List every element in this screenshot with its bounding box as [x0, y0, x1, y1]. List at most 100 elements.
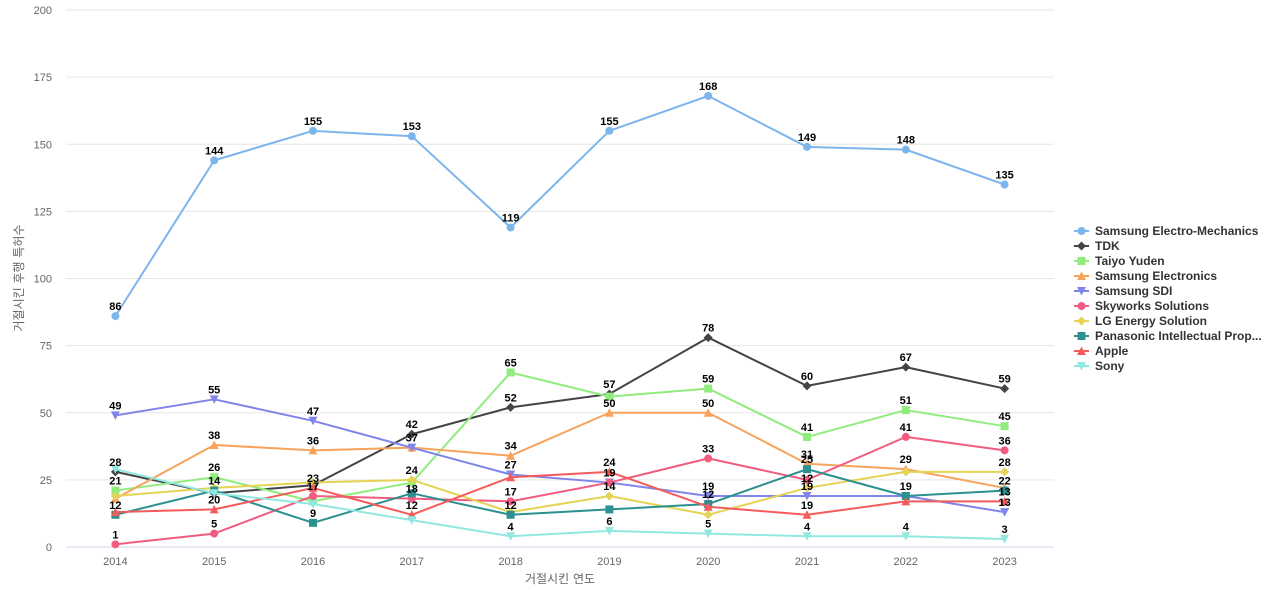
data-label: 19: [801, 500, 813, 512]
x-tick-label: 2016: [301, 556, 325, 568]
series-point: [1000, 422, 1009, 431]
y-tick-label: 0: [46, 542, 52, 554]
data-label: 37: [406, 433, 418, 445]
series-point: [1000, 496, 1010, 506]
series-point: [506, 451, 516, 460]
data-label: 5: [211, 519, 217, 531]
series-line: [114, 411, 1005, 500]
data-label: 34: [504, 441, 517, 453]
series-point: [407, 429, 417, 439]
series-point: [210, 529, 219, 538]
legend-item[interactable]: Taiyo Yuden: [1074, 254, 1165, 268]
data-label: 26: [208, 462, 220, 474]
y-tick-label: 150: [34, 139, 52, 151]
y-tick-label: 50: [40, 408, 52, 420]
data-label: 155: [600, 116, 618, 128]
legend-item[interactable]: Panasonic Intellectual Prop...: [1074, 329, 1262, 343]
x-tick-label: 2014: [103, 556, 127, 568]
series-0: [111, 91, 1009, 321]
series-point: [209, 489, 219, 498]
series-point: [111, 486, 120, 495]
series-point: [210, 156, 219, 165]
series-group: [110, 91, 1010, 549]
legend-marker: [1077, 332, 1086, 340]
series-point: [308, 483, 318, 492]
series-point: [1000, 508, 1010, 517]
series-1: [110, 333, 1010, 498]
data-label: 1: [112, 529, 118, 541]
series-line: [115, 336, 1005, 495]
series-point: [703, 502, 713, 511]
data-label: 12: [109, 500, 121, 512]
legend-marker: [1077, 271, 1086, 280]
x-tick-label: 2020: [696, 556, 720, 568]
series-point: [209, 504, 219, 514]
legend-item[interactable]: LG Energy Solution: [1074, 314, 1207, 328]
series-point: [604, 491, 614, 501]
legend-item[interactable]: Samsung Electro-Mechanics: [1074, 224, 1259, 238]
series-point: [110, 491, 120, 501]
legend-item[interactable]: Skyworks Solutions: [1074, 299, 1209, 313]
series-point: [308, 500, 318, 509]
data-label: 12: [702, 489, 714, 501]
data-label: 5: [705, 519, 711, 531]
series-3: [110, 408, 1010, 503]
y-tick-label: 175: [34, 72, 52, 84]
data-label: 24: [406, 465, 419, 477]
data-label: 4: [508, 521, 515, 533]
legend-item[interactable]: TDK: [1074, 239, 1120, 253]
data-label: 14: [208, 476, 221, 488]
x-tick-label: 2022: [894, 556, 918, 568]
x-tick-label: 2015: [202, 556, 226, 568]
legend-item[interactable]: Samsung SDI: [1074, 284, 1172, 298]
legend-label: Skyworks Solutions: [1095, 299, 1209, 313]
series-line: [115, 398, 1005, 514]
series-point: [407, 516, 417, 525]
data-label: 155: [304, 116, 322, 128]
legend-item[interactable]: Apple: [1074, 344, 1129, 358]
y-axis-ticks: 0 25 50 75 100 125 150 175 200: [34, 5, 52, 554]
legend-label: LG Energy Solution: [1095, 314, 1207, 328]
series-point: [803, 465, 811, 474]
legend-item[interactable]: Samsung Electronics: [1074, 269, 1217, 283]
x-tick-label: 2023: [992, 556, 1016, 568]
data-label: 23: [307, 473, 319, 485]
data-label: 41: [900, 422, 912, 434]
data-label: 36: [307, 435, 319, 447]
data-label: 12: [801, 473, 813, 485]
data-label: 55: [208, 384, 220, 396]
series-point: [604, 467, 614, 476]
data-label: 65: [504, 357, 516, 369]
data-label: 13: [998, 486, 1010, 498]
series-point: [803, 142, 811, 151]
series-point: [901, 406, 910, 415]
series-point: [901, 467, 911, 477]
data-label: 59: [702, 374, 714, 386]
data-label: 49: [109, 400, 121, 412]
series-point: [704, 384, 713, 393]
series-line: [115, 468, 1005, 524]
data-label: 78: [702, 323, 714, 335]
data-label: 149: [798, 132, 816, 144]
series-point: [1000, 180, 1009, 189]
data-label: 51: [900, 395, 912, 407]
series-8: [110, 467, 1010, 519]
data-label: 135: [995, 170, 1013, 182]
data-label: 22: [998, 476, 1010, 488]
y-tick-label: 75: [40, 341, 52, 353]
data-label: 29: [900, 454, 912, 466]
series-point: [605, 505, 614, 514]
series-point: [704, 91, 713, 100]
legend-marker: [1077, 287, 1086, 296]
legend-marker: [1077, 316, 1086, 326]
legend-item[interactable]: Sony: [1074, 359, 1125, 373]
data-label: 52: [504, 392, 516, 404]
y-tick-label: 125: [34, 206, 52, 218]
grid-lines: [66, 9, 1054, 548]
data-label: 45: [998, 411, 1010, 423]
data-label: 4: [804, 521, 811, 533]
data-label: 14: [603, 481, 616, 493]
y-tick-label: 200: [34, 5, 52, 17]
